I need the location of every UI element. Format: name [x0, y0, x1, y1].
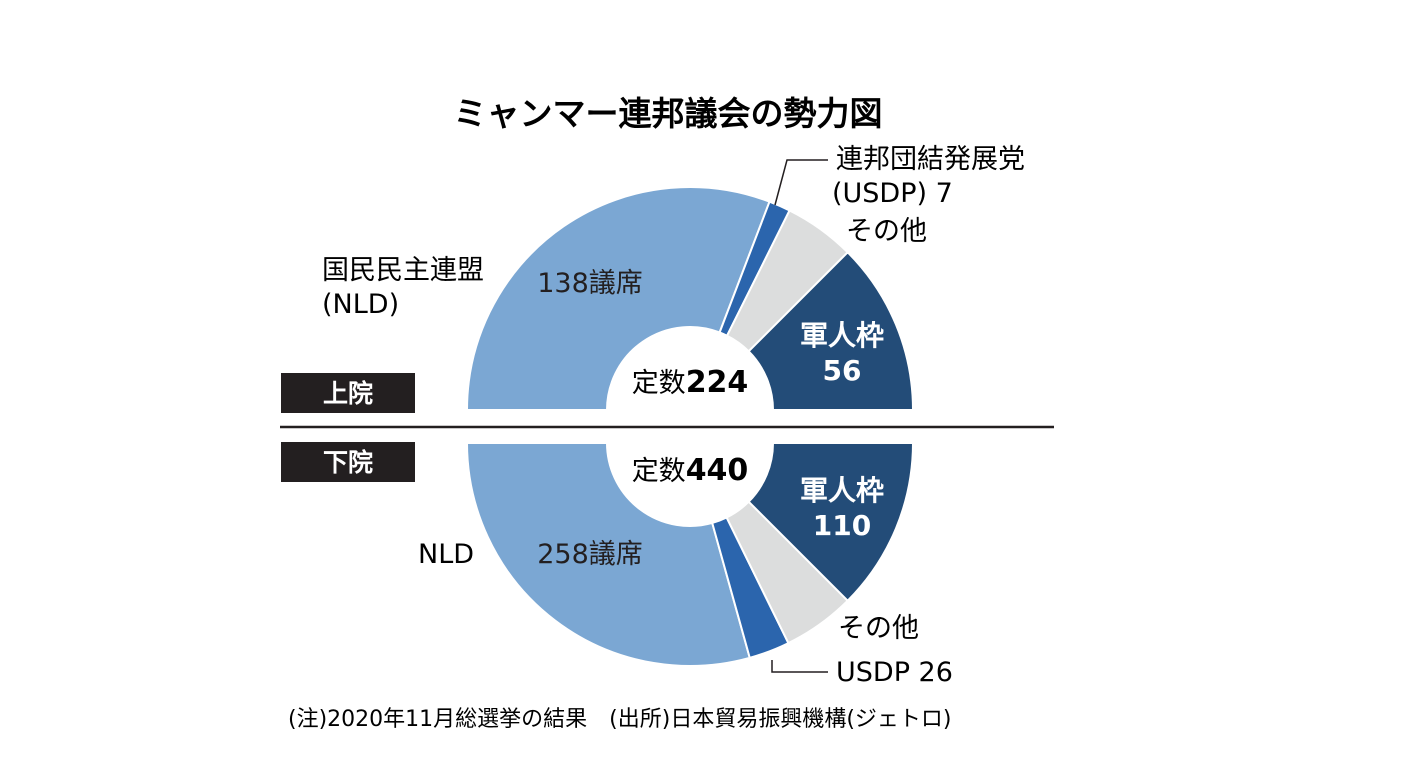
lower-house-tag-bg: [281, 442, 415, 482]
lower-total: 定数440: [632, 453, 749, 488]
lower-usdp-label: USDP 26: [836, 657, 953, 688]
lower-total-value: 440: [686, 453, 749, 488]
upper-usdp-label-line2: (USDP) 7: [832, 178, 953, 209]
lower-segment-軍人枠: [747, 442, 915, 603]
upper-military-value: 56: [823, 354, 862, 387]
upper-segment-軍人枠: [747, 250, 915, 411]
lower-nld-label: NLD: [418, 539, 474, 570]
upper-nld-label-line1: 国民民主連盟: [322, 255, 484, 286]
lower-segment-nld: [465, 442, 751, 667]
lower-usdp-leader-line: [771, 660, 828, 673]
lower-nld-value: 258議席: [537, 539, 643, 570]
chart-title: ミャンマー連邦議会の勢力図: [454, 94, 883, 133]
upper-house-donut: [465, 186, 915, 411]
upper-military-label: 軍人枠: [800, 319, 884, 352]
upper-usdp-leader-line: [774, 159, 828, 206]
lower-military-label: 軍人枠: [800, 474, 884, 507]
upper-house-tag: 上院: [323, 379, 373, 408]
upper-total: 定数224: [632, 365, 749, 400]
upper-house-tag-bg: [281, 373, 415, 413]
upper-nld-label-line2: (NLD): [322, 289, 399, 320]
upper-total-value: 224: [686, 365, 749, 400]
lower-other-label: その他: [838, 613, 919, 644]
lower-house-tag: 下院: [323, 448, 373, 477]
lower-total-label: 定数: [632, 456, 686, 487]
upper-other-label: その他: [846, 216, 927, 247]
lower-military-value: 110: [813, 509, 871, 542]
upper-segment-nld: [465, 186, 771, 411]
upper-nld-value: 138議席: [537, 268, 643, 299]
upper-usdp-label-line1: 連邦団結発展党: [836, 144, 1025, 175]
footnote: (注)2020年11月総選挙の結果 (出所)日本貿易振興機構(ジェトロ): [288, 707, 951, 732]
lower-house-donut: [465, 442, 915, 667]
upper-total-label: 定数: [632, 368, 686, 399]
